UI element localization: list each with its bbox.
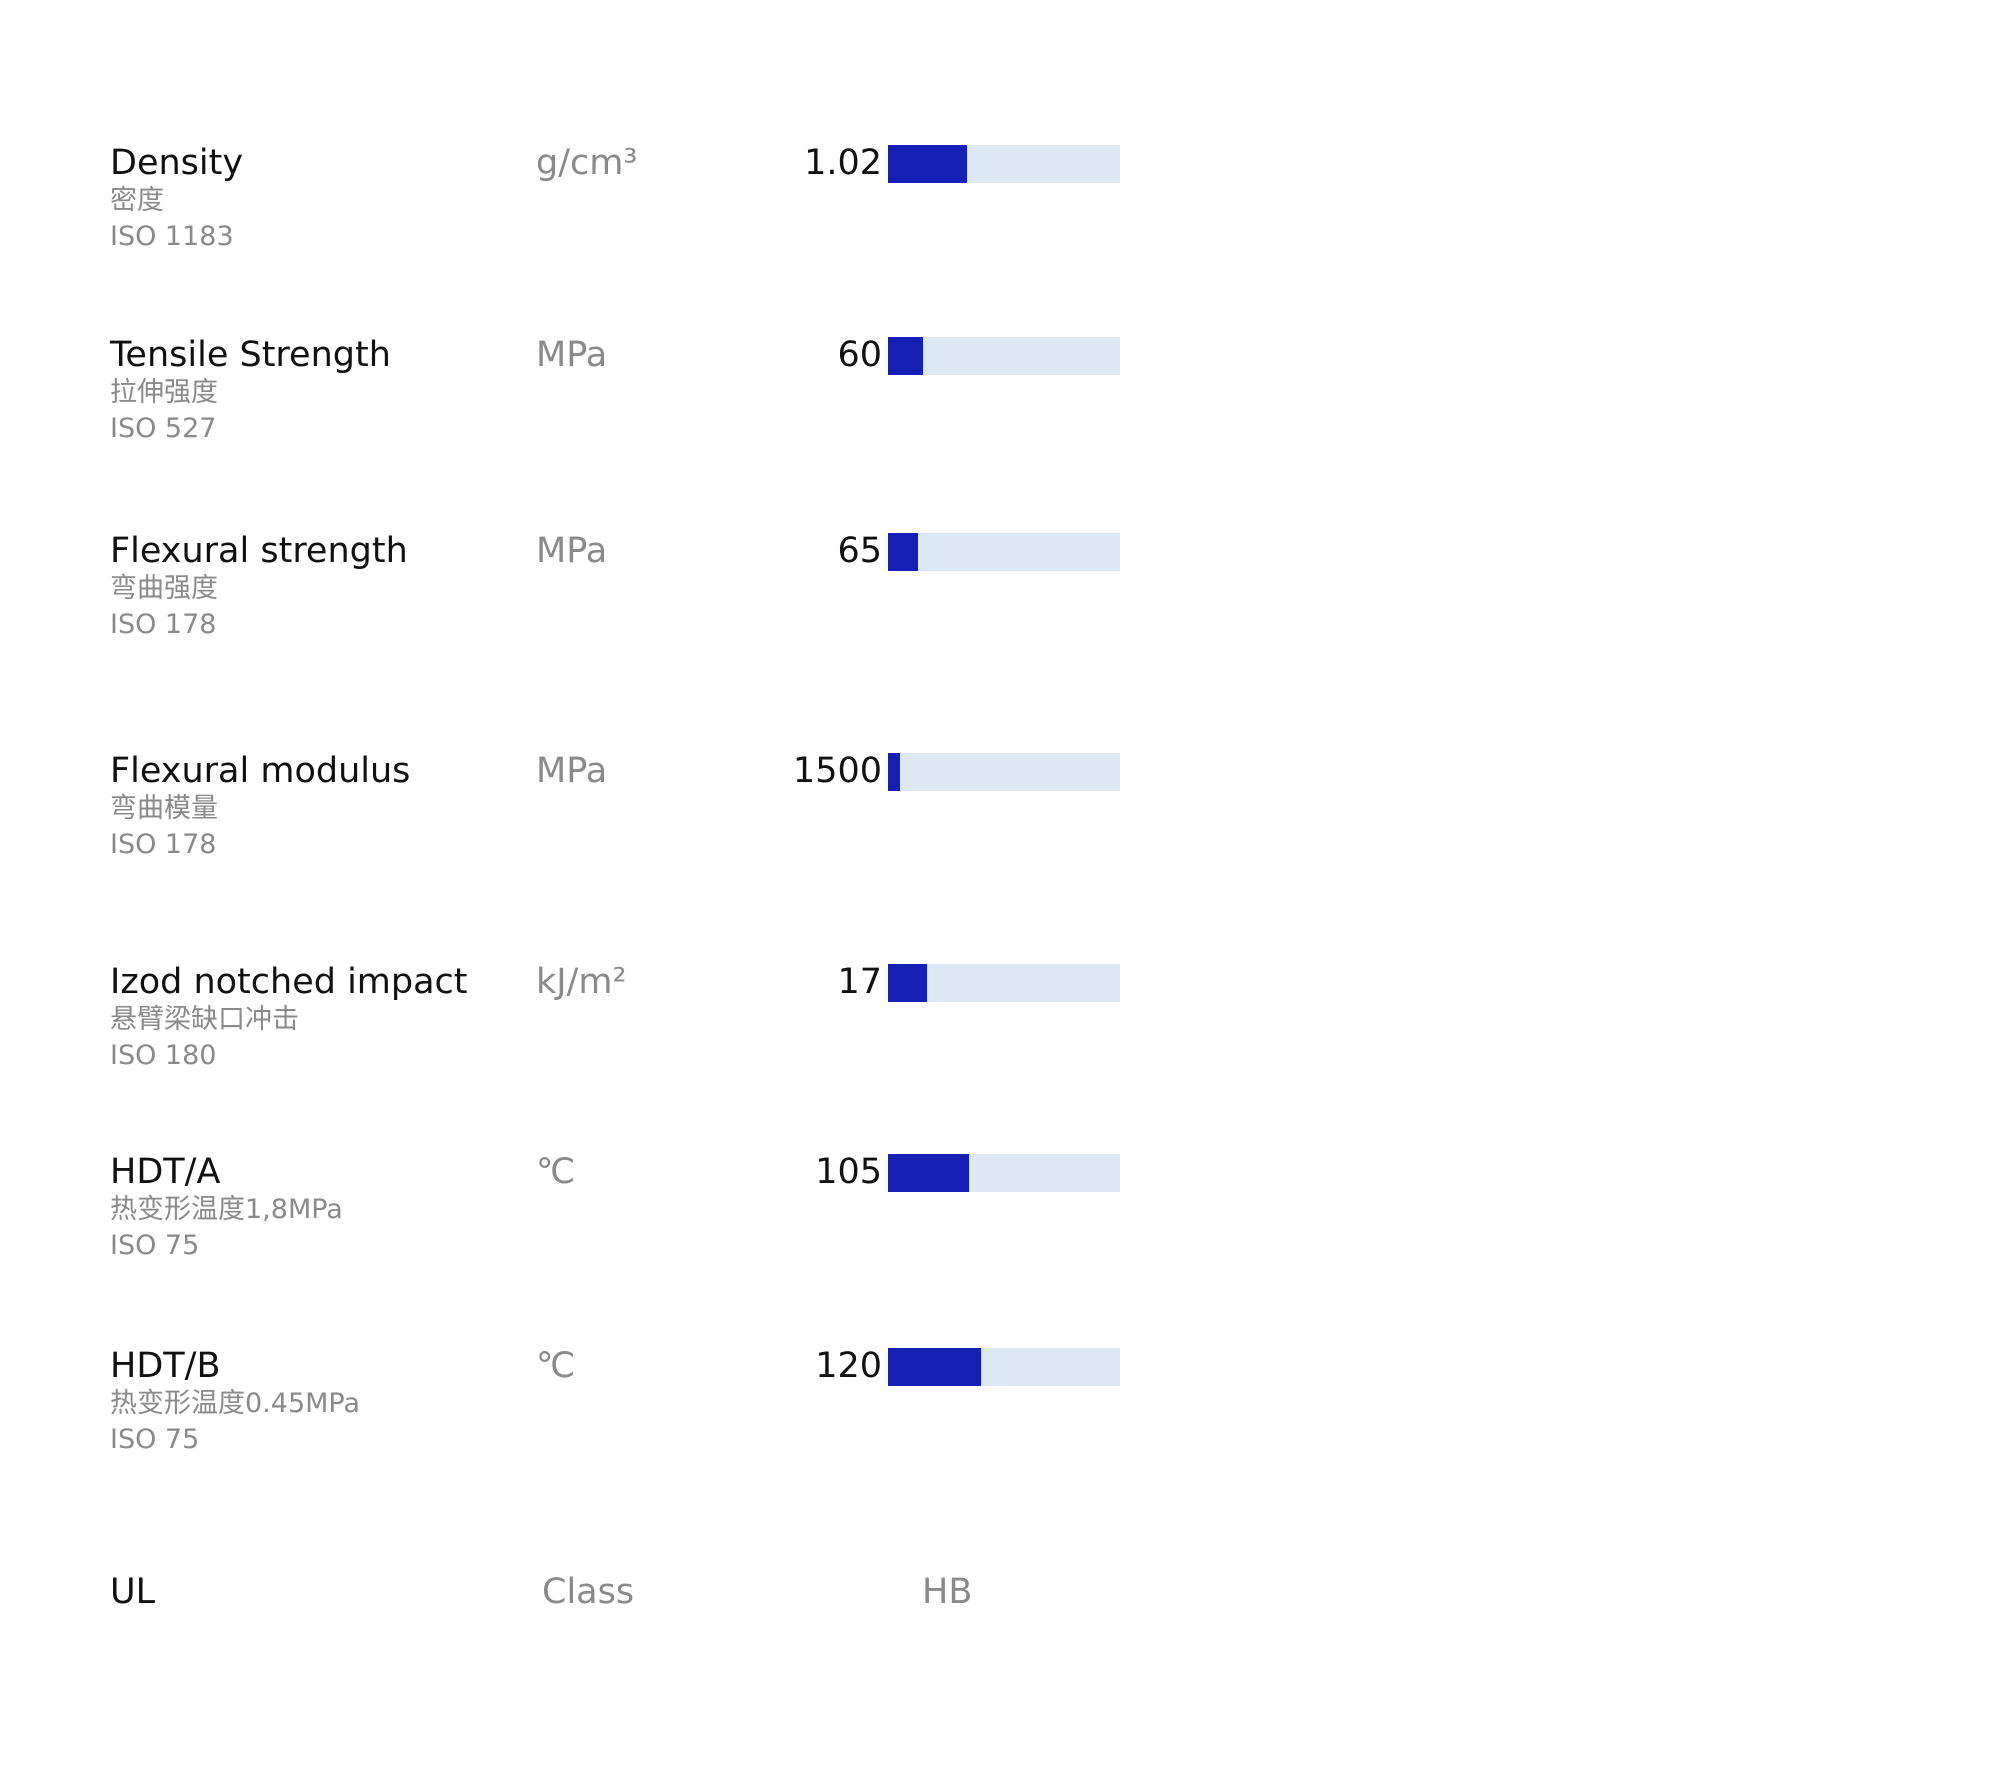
bar — [888, 753, 900, 791]
test-standard: ISO 178 — [110, 609, 217, 640]
data-label: 105 — [815, 1152, 882, 1192]
property-row: HDT/B 热变形温度0.45MPa ISO 75 ℃ 120 — [0, 1346, 2000, 1546]
property-name-zh: 悬臂梁缺口冲击 — [110, 1004, 299, 1035]
property-row: Density 密度 ISO 1183 g/cm³ 1.02 — [0, 143, 2000, 343]
test-standard: ISO 180 — [110, 1040, 217, 1071]
property-unit: kJ/m² — [536, 962, 627, 1002]
bar — [888, 1348, 981, 1386]
data-label: 1.02 — [804, 143, 882, 183]
property-unit: MPa — [536, 751, 608, 791]
property-name: Izod notched impact — [110, 962, 468, 1002]
property-name: Flexural modulus — [110, 751, 411, 791]
test-standard: ISO 75 — [110, 1230, 200, 1261]
data-label: 120 — [815, 1346, 882, 1386]
bar-track — [888, 337, 1120, 375]
property-name: Density — [110, 143, 244, 183]
bar-track — [888, 1348, 1120, 1386]
property-name: UL — [110, 1572, 156, 1612]
property-name-zh: 热变形温度1,8MPa — [110, 1194, 343, 1225]
data-label: 60 — [837, 335, 882, 375]
property-name-zh: 拉伸强度 — [110, 377, 218, 408]
property-name: HDT/A — [110, 1152, 221, 1192]
ul-rating-value: HB — [922, 1572, 973, 1612]
bar — [888, 337, 923, 375]
property-name-zh: 密度 — [110, 185, 164, 216]
test-standard: ISO 178 — [110, 829, 217, 860]
property-row: Izod notched impact 悬臂梁缺口冲击 ISO 180 kJ/m² 17 — [0, 962, 2000, 1162]
property-row: Flexural strength 弯曲强度 ISO 178 MPa 65 — [0, 531, 2000, 731]
property-name-zh: 弯曲模量 — [110, 793, 218, 824]
bar — [888, 964, 927, 1002]
property-unit: ℃ — [536, 1346, 576, 1386]
property-unit: MPa — [536, 531, 608, 571]
test-standard: ISO 527 — [110, 413, 217, 444]
bar — [888, 1154, 969, 1192]
bar-track — [888, 753, 1120, 791]
property-row: Tensile Strength 拉伸强度 ISO 527 MPa 60 — [0, 335, 2000, 535]
bar-track — [888, 145, 1120, 183]
bar-track — [888, 1154, 1120, 1192]
test-standard: ISO 75 — [110, 1424, 200, 1455]
ul-rating-row: UL Class HB — [0, 1572, 2000, 1772]
property-unit: g/cm³ — [536, 143, 638, 183]
property-name-zh: 弯曲强度 — [110, 573, 218, 604]
property-name: Flexural strength — [110, 531, 408, 571]
property-unit: Class — [542, 1572, 635, 1612]
data-label: 17 — [837, 962, 882, 1002]
bar — [888, 145, 967, 183]
bar-track — [888, 964, 1120, 1002]
property-row: Flexural modulus 弯曲模量 ISO 178 MPa 1500 — [0, 751, 2000, 951]
test-standard: ISO 1183 — [110, 221, 234, 252]
bar-track — [888, 533, 1120, 571]
data-label: 65 — [837, 531, 882, 571]
property-name: HDT/B — [110, 1346, 221, 1386]
bar — [888, 533, 918, 571]
data-label: 1500 — [792, 751, 882, 791]
property-row: HDT/A 热变形温度1,8MPa ISO 75 ℃ 105 — [0, 1152, 2000, 1352]
property-unit: ℃ — [536, 1152, 576, 1192]
property-name-zh: 热变形温度0.45MPa — [110, 1388, 361, 1419]
property-unit: MPa — [536, 335, 608, 375]
property-name: Tensile Strength — [110, 335, 391, 375]
